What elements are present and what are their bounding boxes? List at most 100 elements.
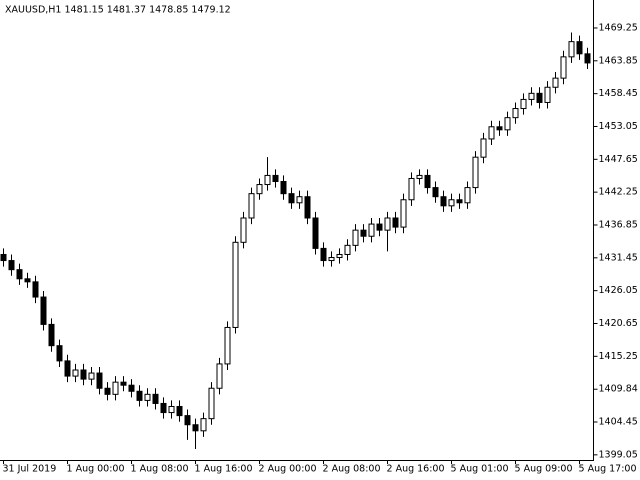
candle-body [352, 229, 359, 246]
candle-body [8, 260, 15, 271]
y-tick-label: 1442.25 [599, 187, 638, 198]
candle-body [248, 193, 255, 219]
candle-body [512, 108, 519, 119]
candle-body [296, 196, 303, 204]
candle-body [560, 56, 567, 79]
candle-body [280, 181, 287, 195]
candle-body [184, 415, 191, 426]
candle-body [152, 393, 159, 404]
candle-body [168, 405, 175, 414]
x-tick-label: 31 Jul 2019 [3, 464, 57, 475]
y-tick-label: 1436.85 [599, 219, 638, 230]
candle-body [336, 253, 343, 259]
candle-body [312, 217, 319, 249]
candle-body [328, 257, 335, 262]
candle-body [272, 174, 279, 183]
y-tick-label: 1447.65 [599, 154, 638, 165]
candle-body [64, 360, 71, 377]
candle-body [488, 126, 495, 140]
candle-body [568, 41, 575, 58]
y-tick-label: 1426.05 [599, 285, 638, 296]
y-tick-label: 1463.85 [599, 55, 638, 66]
candle-body [360, 229, 367, 237]
candle-body [216, 363, 223, 389]
candle-body [256, 184, 263, 195]
x-tick-label: 1 Aug 00:00 [67, 464, 125, 475]
chart-title: XAUUSD,H1 1481.15 1481.37 1478.85 1479.1… [5, 5, 231, 16]
candle-body [400, 199, 407, 228]
candle-body [288, 193, 295, 204]
candle-body [448, 199, 455, 207]
candle-body [408, 177, 415, 201]
candle-body [192, 424, 199, 432]
candle-body [48, 323, 55, 347]
candle-body [32, 281, 39, 298]
y-tick-label: 1415.25 [599, 351, 638, 362]
y-tick-label: 1469.25 [599, 22, 638, 33]
candle-body [72, 369, 79, 377]
candle-body [144, 393, 151, 401]
candle-body [232, 241, 239, 328]
candle-body [552, 77, 559, 88]
candle-body [424, 174, 431, 189]
x-tick-label: 5 Aug 01:00 [451, 464, 509, 475]
candle-body [208, 387, 215, 420]
candle-body [480, 138, 487, 158]
candle-body [520, 98, 527, 110]
candle-body [224, 326, 231, 365]
candle-body [384, 217, 391, 231]
candle-body [264, 174, 271, 186]
candle-body [376, 223, 383, 231]
candle-body [16, 269, 23, 280]
candle-body [472, 156, 479, 189]
y-tick-label: 1404.45 [599, 416, 638, 427]
candle-body [96, 372, 103, 389]
y-tick-label: 1409.84 [599, 384, 638, 395]
candle-body [160, 402, 167, 414]
candle-body [104, 387, 111, 395]
candle-body [576, 41, 583, 55]
candle-body [544, 86, 551, 103]
candle-body [496, 126, 503, 131]
candle-body [24, 278, 31, 283]
candle-body [584, 53, 591, 64]
x-tick-label: 1 Aug 16:00 [195, 464, 253, 475]
x-tick-label: 2 Aug 08:00 [323, 464, 381, 475]
x-tick-label: 5 Aug 09:00 [515, 464, 573, 475]
y-tick-label: 1399.05 [599, 449, 638, 460]
candle-body [416, 174, 423, 179]
candle-body [128, 384, 135, 392]
candle-body [136, 390, 143, 401]
candle-body [304, 196, 311, 219]
candle-body [536, 92, 543, 103]
candle-body [368, 223, 375, 237]
candle-body [504, 117, 511, 131]
x-tick-label: 2 Aug 00:00 [259, 464, 317, 475]
candle-body [40, 296, 47, 325]
x-tick-label: 1 Aug 08:00 [131, 464, 189, 475]
candle-body [120, 381, 127, 386]
y-tick-label: 1458.45 [599, 88, 638, 99]
candle-body [56, 345, 63, 362]
x-tick-label: 5 Aug 17:00 [579, 464, 637, 475]
candle-body [464, 187, 471, 204]
candle-body [392, 217, 399, 228]
candle-body [88, 372, 95, 380]
candle-body [528, 92, 535, 100]
y-tick-label: 1420.65 [599, 318, 638, 329]
candle-body [432, 187, 439, 198]
candle-body [440, 196, 447, 207]
candle-body [112, 381, 119, 395]
candle-body [0, 253, 7, 262]
candle-body [240, 217, 247, 243]
x-tick-label: 2 Aug 16:00 [387, 464, 445, 475]
candle-body [80, 369, 87, 380]
candle-body [456, 199, 463, 204]
y-tick-label: 1453.05 [599, 121, 638, 132]
candle-body [344, 244, 351, 255]
candle-body [200, 418, 207, 432]
candle-body [320, 247, 327, 262]
